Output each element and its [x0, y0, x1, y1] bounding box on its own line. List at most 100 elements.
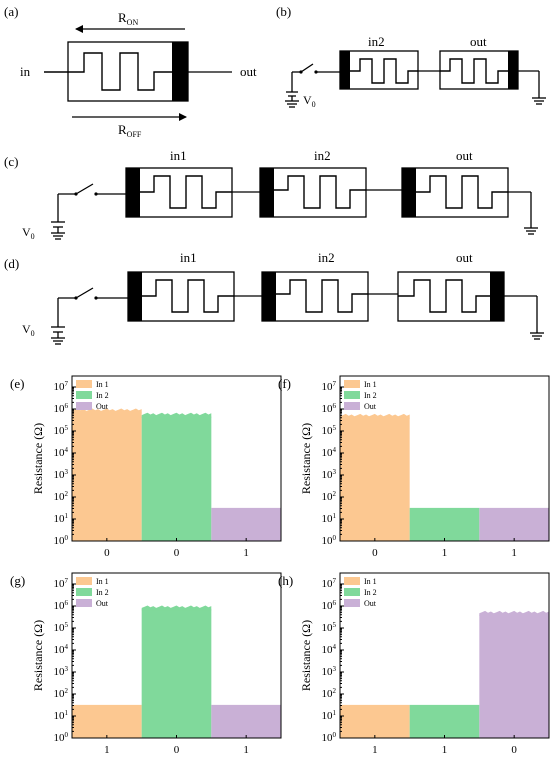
legend-label: Out [364, 402, 377, 411]
legend-label: In 2 [96, 391, 109, 400]
legend-swatch [344, 391, 360, 399]
chart-g: (g)1 0 1100101102103104105106107Resistance… [10, 572, 282, 756]
legend-swatch [76, 391, 92, 399]
y-axis-label: Resistance (Ω) [299, 620, 313, 691]
legend-swatch [344, 588, 360, 596]
bar-noise [479, 610, 549, 616]
memristor-b-out-terminal [508, 51, 518, 89]
y-tick-label: 101 [54, 709, 69, 722]
legend-swatch [344, 599, 360, 607]
y-tick-label: 100 [54, 534, 69, 547]
memristor-d-out-path [398, 279, 490, 313]
device-b-out-label: out [470, 34, 487, 49]
y-tick-label: 103 [54, 665, 69, 678]
device-c-in1-label: in1 [170, 148, 187, 163]
legend-label: In 1 [96, 577, 109, 586]
memristor-a-path [44, 52, 172, 91]
y-tick-label: 102 [322, 490, 337, 503]
y-tick-label: 105 [322, 424, 337, 437]
legend-label: Out [364, 599, 377, 608]
chart-e: (e) 0 0 1 100 101 102 103 104 105 106 107 Resistance… [10, 375, 282, 559]
memristor-d-in1-terminal [128, 272, 142, 321]
r-off-label: ROFF [118, 122, 142, 139]
device-b-in2-label: in2 [368, 34, 385, 49]
diagram-a: (a) RON in out ROFF [4, 4, 257, 139]
legend-label: Out [96, 599, 109, 608]
device-d-in2-label: in2 [318, 250, 335, 265]
plot-frame [339, 375, 550, 542]
y-tick-label: 104 [54, 446, 69, 459]
y-tick-label: 105 [322, 621, 337, 634]
bar-out [479, 507, 549, 541]
bar-in-2 [141, 609, 212, 738]
legend-label: In 2 [364, 391, 377, 400]
bar-noise [141, 412, 212, 418]
x-tick-label: 0 [104, 547, 110, 559]
y-tick-label: 107 [322, 577, 337, 590]
y-tick-label: 107 [54, 577, 69, 590]
x-tick-label: 0 [511, 744, 517, 756]
y-tick-label: 104 [54, 643, 69, 656]
v0-label-c: V0 [22, 225, 35, 241]
device-d-in1-label: in1 [180, 250, 197, 265]
legend-swatch [76, 588, 92, 596]
diagram-b: (b) V0 in2 out [276, 4, 546, 109]
y-axis-label: Resistance (Ω) [31, 620, 45, 691]
y-tick-label: 102 [322, 687, 337, 700]
switch-d-blade [75, 287, 94, 299]
panel-label: (h) [278, 573, 293, 588]
y-tick-label: 106 [54, 402, 69, 415]
memristor-c-in2 [259, 167, 367, 218]
out-label-a: out [240, 64, 257, 79]
y-tick-label: 102 [54, 687, 69, 700]
device-d-out-label: out [456, 250, 473, 265]
y-tick-label: 100 [322, 534, 337, 547]
y-tick-label: 100 [54, 731, 69, 744]
y-tick-label: 101 [54, 512, 69, 525]
memristor-d-in2-terminal [262, 272, 276, 321]
bar-out [479, 614, 549, 738]
diagram-d: (d) V0 in1 in2 out [4, 250, 544, 345]
memristor-c-out-path [416, 175, 508, 209]
y-axis-label: Resistance (Ω) [299, 423, 313, 494]
memristor-b-out [439, 50, 519, 90]
y-tick-label: 104 [322, 643, 337, 656]
bar-in-2 [409, 704, 480, 738]
memristor-c-in2-terminal [260, 168, 274, 217]
r-on-label: RON [118, 10, 138, 27]
label-b: (b) [276, 4, 291, 19]
y-tick-label: 101 [322, 709, 337, 722]
v0-label-d: V0 [22, 322, 35, 338]
device-c-in2-label: in2 [314, 148, 331, 163]
legend-swatch [76, 577, 92, 585]
y-tick-label: 104 [322, 446, 337, 459]
chart-f: (f) 0 1 1 100 101 102 103 104 105 106 107 Resistance… [278, 375, 550, 559]
memristor-b-in2-terminal [340, 51, 350, 89]
legend-swatch [76, 402, 92, 410]
v0-label-b: V0 [303, 93, 316, 109]
plot-frame [71, 375, 282, 542]
y-tick-label: 103 [322, 665, 337, 678]
x-tick-label: 1 [243, 744, 249, 756]
bar-noise [141, 605, 212, 611]
legend-label: In 2 [96, 588, 109, 597]
memristor-c-in2-path [274, 175, 366, 209]
memristor-d-in2-path [276, 279, 368, 313]
legend-label: In 2 [364, 588, 377, 597]
x-tick-label: 1 [243, 547, 249, 559]
x-tick-label: 1 [442, 744, 448, 756]
memristor-b-in2-path [350, 58, 418, 84]
panel-label: (e) [10, 376, 24, 391]
x-tick-label: 1 [104, 744, 110, 756]
y-tick-label: 101 [322, 512, 337, 525]
y-tick-label: 102 [54, 490, 69, 503]
memristor-c-in1-terminal [126, 168, 140, 217]
legend-swatch [76, 599, 92, 607]
x-tick-label: 1 [372, 744, 378, 756]
bar-out [211, 507, 281, 541]
bar-in-1 [72, 704, 142, 738]
bar-in-1 [340, 704, 410, 738]
diagram-c: (c) V0 in1 in2 out [4, 148, 538, 241]
memristor-d-in1-path [142, 279, 234, 313]
